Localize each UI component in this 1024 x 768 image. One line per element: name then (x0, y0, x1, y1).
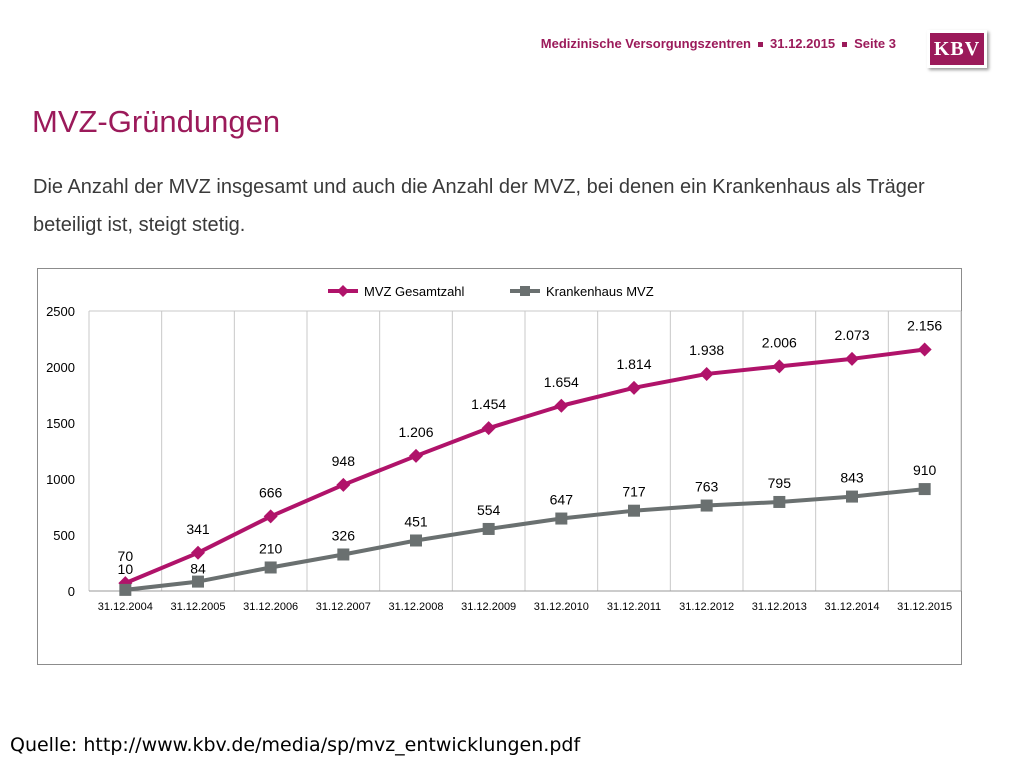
data-point (554, 398, 569, 413)
data-point (846, 490, 858, 503)
data-label: 1.654 (544, 374, 579, 390)
y-tick-label: 1000 (46, 472, 75, 487)
data-point (336, 477, 351, 492)
data-point (263, 509, 278, 524)
data-point (699, 366, 714, 381)
data-label: 326 (332, 527, 356, 543)
x-tick-label: 31.12.2008 (388, 601, 443, 613)
data-point (481, 421, 496, 436)
x-tick-label: 31.12.2005 (170, 601, 225, 613)
x-tick-label: 31.12.2012 (679, 601, 734, 613)
data-point (192, 575, 204, 588)
header-separator-1 (758, 42, 763, 48)
data-point (918, 483, 931, 496)
data-point (409, 448, 423, 463)
y-tick-label: 2000 (46, 360, 75, 375)
legend-marker (520, 286, 530, 296)
legend-label: Krankenhaus MVZ (546, 284, 654, 299)
x-tick-label: 31.12.2011 (607, 601, 661, 613)
data-label: 554 (477, 502, 501, 518)
kbv-logo: KBV (927, 30, 987, 68)
data-label: 2.006 (762, 334, 797, 350)
data-label: 647 (550, 492, 574, 508)
data-label: 1.938 (689, 342, 724, 358)
data-point (627, 380, 641, 395)
legend-label: MVZ Gesamtzahl (364, 284, 465, 299)
line-chart: 0 500 1000 1500 2000 2500 31.12.2004 31.12.2005… (46, 284, 962, 613)
data-label: 1.206 (398, 424, 433, 440)
data-label: 843 (840, 470, 864, 486)
x-tick-label: 31.12.2007 (316, 601, 371, 613)
data-point (700, 499, 713, 512)
intro-text: Die Anzahl der MVZ insgesamt und auch di… (33, 176, 925, 236)
header-separator-2 (842, 42, 848, 48)
y-tick-label: 0 (68, 584, 75, 599)
y-tick-label: 2500 (46, 304, 75, 319)
data-label: 1.454 (471, 396, 506, 412)
x-tick-label: 31.12.2010 (534, 601, 589, 613)
data-label: 84 (190, 561, 206, 577)
data-point (773, 495, 786, 508)
slide-header: Medizinische Versorgungszentren 31.12.201… (541, 36, 896, 51)
page-title: MVZ-Gründungen (32, 104, 281, 139)
data-point (555, 512, 568, 525)
series-line (125, 487, 925, 592)
data-label: 451 (404, 513, 428, 529)
header-section: Medizinische Versorgungszentren (540, 36, 751, 51)
data-point (337, 548, 350, 561)
y-tick-label: 1500 (46, 416, 75, 431)
y-tick-label: 500 (53, 528, 75, 543)
data-label: 795 (768, 475, 792, 491)
legend-marker (337, 285, 349, 297)
x-tick-label: 31.12.2004 (98, 601, 153, 613)
header-page: Seite 3 (854, 36, 896, 51)
x-tick-label: 31.12.2013 (752, 601, 807, 613)
data-label: 948 (332, 453, 356, 469)
data-point (264, 561, 277, 574)
x-tick-label: 31.12.2014 (824, 601, 879, 613)
data-point (118, 576, 133, 591)
data-label: 910 (913, 462, 937, 478)
header-date: 31.12.2015 (770, 36, 836, 51)
chart-frame: 0 500 1000 1500 2000 2500 31.12.2004 31.12.2005… (37, 268, 962, 665)
source-citation: Quelle: http://www.kbv.de/media/sp/mvz_e… (10, 734, 581, 756)
data-label: 763 (695, 479, 719, 495)
data-label: 70 (118, 548, 134, 564)
data-label: 666 (259, 484, 283, 500)
data-label: 2.073 (834, 327, 869, 343)
data-point (119, 583, 132, 596)
data-label: 2.156 (907, 318, 942, 334)
series-line (124, 347, 925, 586)
data-point (191, 545, 205, 560)
x-tick-label: 31.12.2009 (461, 601, 516, 613)
data-point (482, 522, 495, 535)
data-label: 10 (118, 561, 134, 577)
x-tick-label: 31.12.2015 (897, 601, 952, 613)
data-point (917, 342, 932, 357)
x-tick-label: 31.12.2006 (243, 601, 298, 613)
data-point (628, 504, 640, 517)
data-point (845, 351, 859, 366)
data-label: 1.814 (616, 356, 651, 372)
data-label: 717 (622, 484, 646, 500)
data-label: 210 (259, 540, 283, 556)
data-label: 341 (186, 521, 210, 537)
data-point (410, 534, 422, 547)
data-point (772, 359, 787, 374)
